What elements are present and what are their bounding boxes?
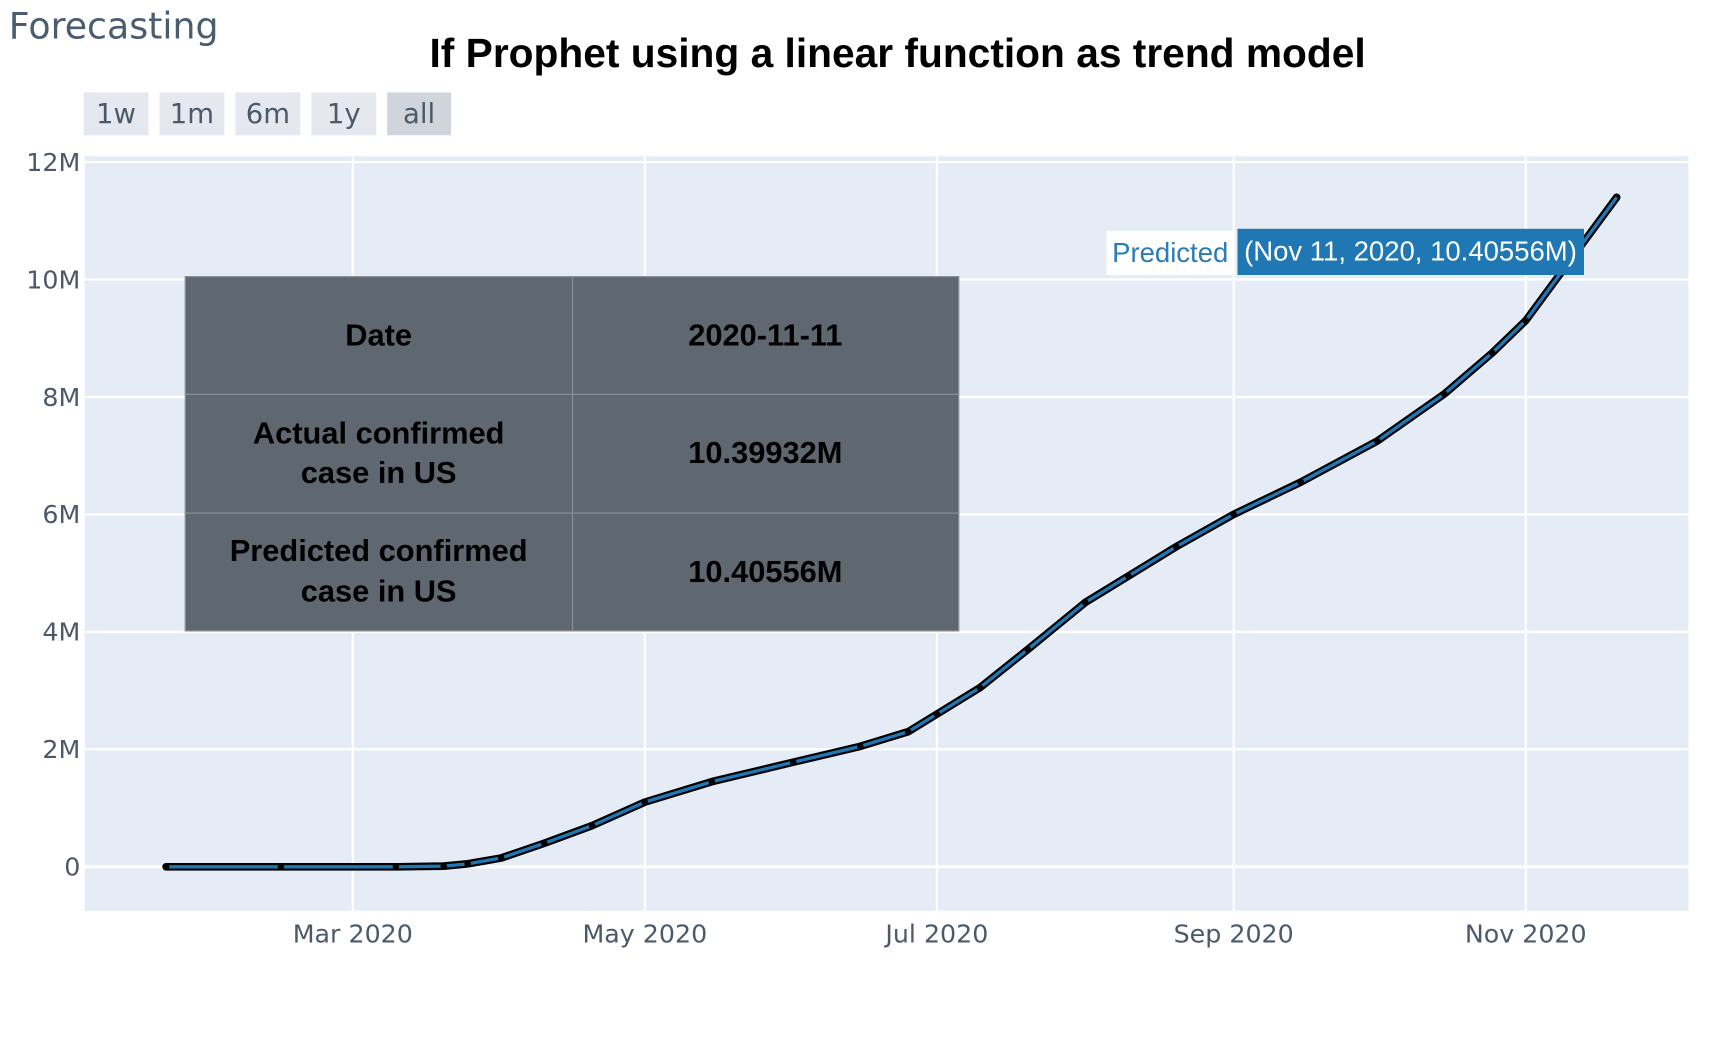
table-label-predicted: Predicted confirmed case in US bbox=[184, 512, 573, 632]
actual-data-point[interactable] bbox=[540, 839, 548, 847]
range-all-button[interactable]: all bbox=[387, 92, 451, 136]
x-tick-label: Jul 2020 bbox=[883, 920, 988, 949]
table-row: Predicted confirmed case in US 10.40556M bbox=[184, 512, 960, 632]
x-tick-label: Mar 2020 bbox=[293, 920, 413, 949]
range-6m-button[interactable]: 6m bbox=[235, 92, 301, 136]
x-tick-label: May 2020 bbox=[582, 920, 707, 949]
table-label-actual: Actual confirmed case in US bbox=[184, 394, 573, 514]
actual-data-point[interactable] bbox=[392, 863, 400, 871]
range-1w-button[interactable]: 1w bbox=[83, 92, 149, 136]
y-tick-label: 10M bbox=[26, 265, 80, 294]
y-tick-label: 4M bbox=[42, 618, 80, 647]
actual-data-point[interactable] bbox=[1522, 317, 1530, 324]
actual-data-point[interactable] bbox=[1374, 437, 1381, 445]
hover-tooltip: (Nov 11, 2020, 10.40556M) bbox=[1237, 228, 1584, 275]
y-tick-label: 2M bbox=[42, 735, 80, 764]
table-row: Actual confirmed case in US 10.39932M bbox=[184, 394, 960, 514]
actual-data-point[interactable] bbox=[789, 758, 797, 766]
actual-data-point[interactable] bbox=[162, 863, 170, 871]
actual-data-point[interactable] bbox=[1172, 543, 1180, 551]
y-tick-label: 12M bbox=[26, 148, 80, 177]
actual-data-point[interactable] bbox=[464, 860, 471, 868]
app-title: Forecasting bbox=[8, 4, 219, 48]
range-1m-button[interactable]: 1m bbox=[159, 92, 225, 136]
table-label-date: Date bbox=[184, 276, 573, 396]
table-value-actual: 10.39932M bbox=[571, 394, 960, 514]
y-tick-label: 6M bbox=[42, 500, 80, 529]
table-value-date: 2020-11-11 bbox=[571, 276, 960, 396]
table-value-predicted: 10.40556M bbox=[571, 512, 960, 632]
y-tick-label: 0 bbox=[64, 853, 80, 882]
x-tick-label: Sep 2020 bbox=[1174, 920, 1294, 949]
actual-data-point[interactable] bbox=[588, 822, 596, 829]
table-row: Date 2020-11-11 bbox=[184, 276, 960, 396]
actual-data-point[interactable] bbox=[497, 854, 505, 862]
actual-data-point[interactable] bbox=[1081, 599, 1089, 606]
actual-data-point[interactable] bbox=[1125, 572, 1132, 580]
y-tick-label: 8M bbox=[42, 383, 80, 412]
actual-data-point[interactable] bbox=[1488, 349, 1496, 357]
actual-data-point[interactable] bbox=[856, 743, 864, 750]
comparison-table: Date 2020-11-11 Actual confirmed case in… bbox=[184, 276, 960, 632]
hover-series-label: Predicted bbox=[1106, 231, 1235, 275]
actual-data-point[interactable] bbox=[440, 862, 448, 870]
actual-data-point[interactable] bbox=[277, 863, 285, 871]
actual-data-point[interactable] bbox=[1230, 511, 1237, 518]
actual-data-point[interactable] bbox=[904, 728, 912, 735]
actual-data-point[interactable] bbox=[1297, 478, 1305, 486]
actual-data-point[interactable] bbox=[641, 798, 649, 806]
actual-data-point[interactable] bbox=[1441, 390, 1448, 398]
actual-data-point[interactable] bbox=[708, 778, 716, 785]
actual-data-point[interactable] bbox=[1024, 646, 1032, 653]
x-tick-label: Nov 2020 bbox=[1465, 920, 1587, 949]
actual-data-point[interactable] bbox=[976, 684, 984, 691]
chart-title: If Prophet using a linear function as tr… bbox=[429, 30, 1366, 76]
range-1y-button[interactable]: 1y bbox=[311, 92, 377, 136]
actual-data-point[interactable] bbox=[933, 710, 941, 718]
